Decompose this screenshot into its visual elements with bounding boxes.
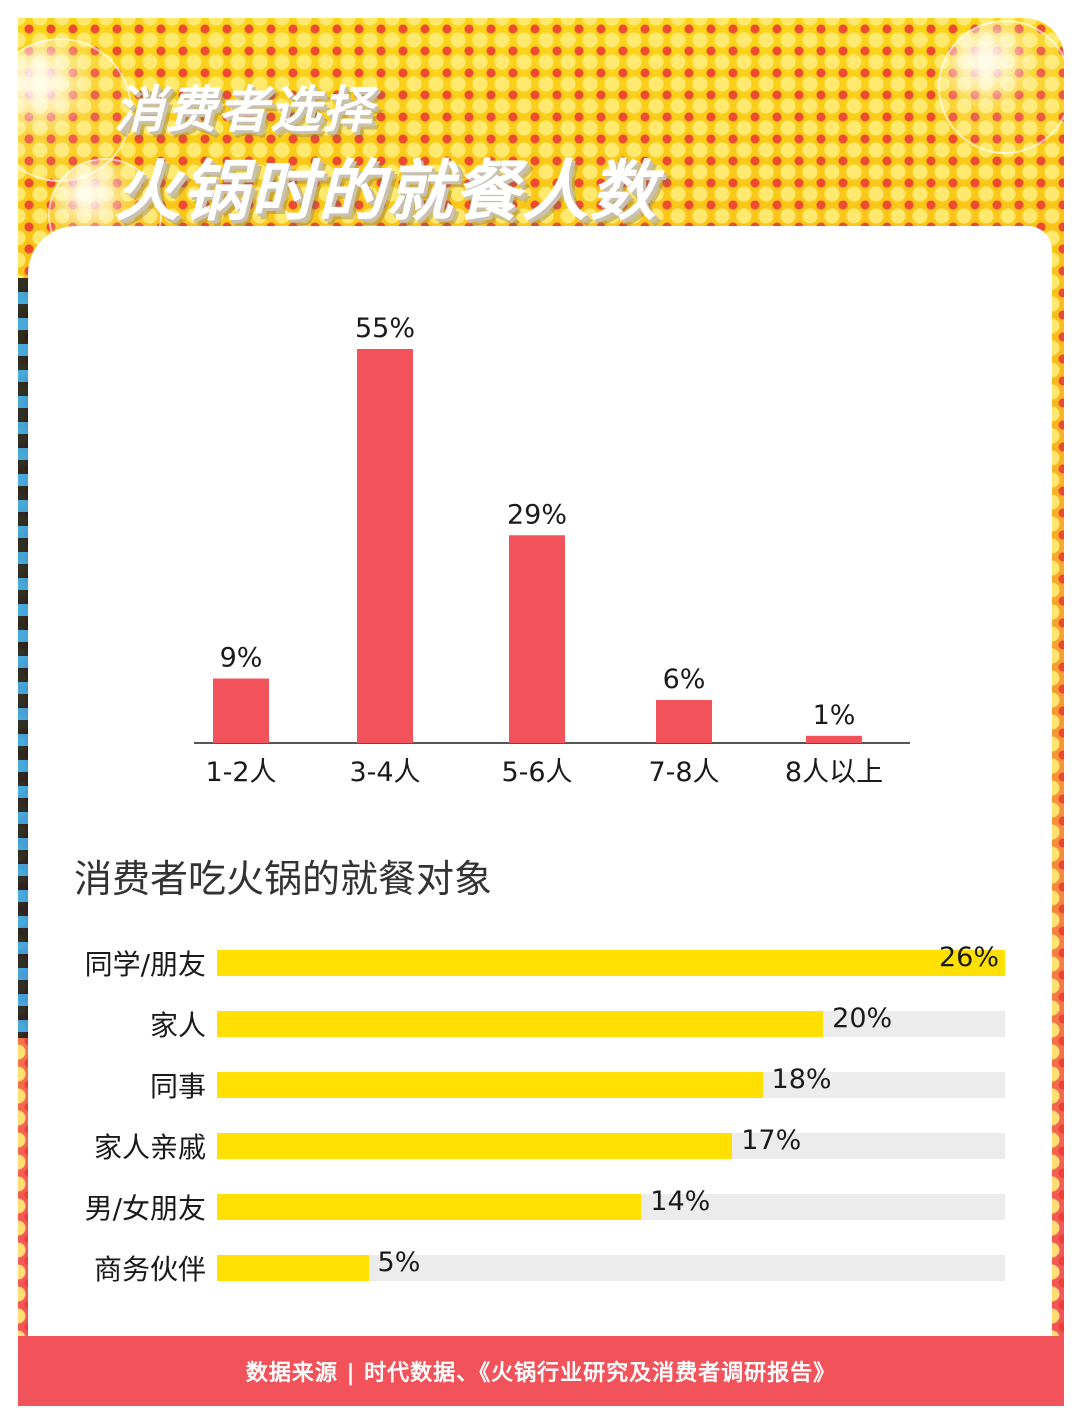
hbar-value-label: 20% bbox=[832, 1003, 893, 1034]
category-label-3: 5-6人 bbox=[501, 757, 572, 788]
hbar-value-label: 14% bbox=[650, 1186, 711, 1217]
category-label-4: 7-8人 bbox=[648, 757, 719, 788]
bar-4 bbox=[656, 700, 712, 743]
hbar-fill bbox=[217, 1194, 642, 1220]
hbar-row-3: 同事 18% bbox=[0, 1064, 1080, 1103]
hbar-category-label: 家人 bbox=[149, 1009, 206, 1042]
hbar-category-label: 男/女朋友 bbox=[84, 1192, 206, 1225]
hbar-fill bbox=[217, 1133, 733, 1159]
hbar-value-label: 18% bbox=[771, 1064, 832, 1095]
hbar-track bbox=[217, 1133, 1005, 1159]
bar-5 bbox=[806, 735, 862, 743]
title-line-2: 火锅时的就餐人数 bbox=[114, 153, 658, 230]
hbar-fill bbox=[217, 950, 1005, 976]
title-line-1: 消费者选择 bbox=[114, 81, 374, 139]
hbar-value-label: 5% bbox=[377, 1247, 421, 1278]
hbar-row-1: 同学/朋友 26% bbox=[0, 942, 1080, 981]
hbar-track bbox=[217, 1072, 1005, 1098]
category-label-2: 3-4人 bbox=[349, 757, 420, 788]
bar-1 bbox=[213, 678, 269, 743]
hbar-value-label: 17% bbox=[741, 1125, 802, 1156]
data-source: 数据来源 | 时代数据、《火锅行业研究及消费者调研报告》 bbox=[245, 1361, 837, 1386]
bar-value-label-4: 6% bbox=[663, 664, 706, 695]
hbar-fill bbox=[217, 1011, 824, 1037]
party-size-bar-chart: 9% 1-2人 55% 3-4人 29% 5-6人 6% 7-8人 1% 8人以上 bbox=[194, 313, 910, 788]
hbar-fill bbox=[217, 1255, 369, 1281]
hbar-category-label: 家人亲戚 bbox=[93, 1131, 206, 1164]
bar-3 bbox=[509, 535, 565, 743]
bar-value-label-3: 29% bbox=[507, 499, 567, 530]
bar-value-label-1: 9% bbox=[220, 643, 263, 674]
bar-value-label-2: 55% bbox=[355, 313, 415, 344]
hbar-track bbox=[217, 950, 1005, 976]
hbar-row-2: 家人 20% bbox=[0, 1003, 1080, 1042]
hbar-category-label: 同学/朋友 bbox=[84, 948, 206, 981]
hbar-row-6: 商务伙伴 5% bbox=[0, 1247, 1080, 1286]
bar-2 bbox=[357, 349, 413, 743]
bar-value-label-5: 1% bbox=[813, 700, 856, 731]
hbar-track bbox=[217, 1255, 1005, 1281]
hbar-category-label: 同事 bbox=[149, 1070, 206, 1103]
hbar-row-5: 男/女朋友 14% bbox=[0, 1186, 1080, 1225]
bubble-decoration bbox=[938, 20, 1064, 154]
section-2-title: 消费者吃火锅的就餐对象 bbox=[74, 857, 493, 901]
hbar-track bbox=[217, 1194, 1005, 1220]
hbar-value-label: 26% bbox=[939, 942, 1000, 973]
hbar-track bbox=[217, 1011, 1005, 1037]
category-label-5: 8人以上 bbox=[785, 757, 883, 788]
hbar-row-4: 家人亲戚 17% bbox=[0, 1125, 1080, 1164]
hbar-fill bbox=[217, 1072, 763, 1098]
category-label-1: 1-2人 bbox=[205, 757, 276, 788]
footer-bar: 数据来源 | 时代数据、《火锅行业研究及消费者调研报告》 bbox=[18, 1336, 1064, 1406]
hbar-category-label: 商务伙伴 bbox=[93, 1253, 206, 1286]
